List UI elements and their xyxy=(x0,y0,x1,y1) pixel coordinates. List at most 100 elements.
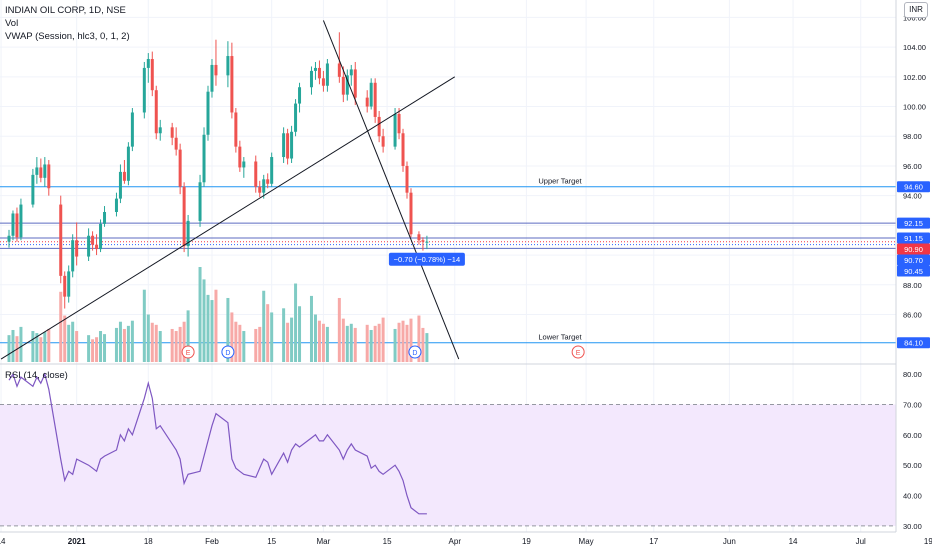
volume-bar xyxy=(7,335,11,362)
candle-body xyxy=(186,220,190,247)
volume-bar xyxy=(409,318,413,362)
event-marker xyxy=(221,345,235,359)
candle-body xyxy=(210,64,214,92)
candle-body xyxy=(230,56,234,113)
candle-body xyxy=(321,78,325,86)
volume-bar xyxy=(345,325,349,362)
candle-body xyxy=(126,146,130,181)
volume-bar xyxy=(210,300,214,362)
candle-body xyxy=(7,235,11,242)
volume-bar xyxy=(377,323,381,362)
trendlines: −0.70 (−0.78%) −14 xyxy=(0,20,465,360)
candle-body xyxy=(317,67,321,79)
rsi-line xyxy=(8,372,427,515)
time-tick-label: Feb xyxy=(205,537,219,546)
volume-bar xyxy=(19,326,23,362)
candle-body xyxy=(71,240,75,272)
candle-body xyxy=(337,63,341,77)
volume-legend: Vol xyxy=(5,18,19,29)
time-tick-label: 14 xyxy=(789,537,798,546)
candle-body xyxy=(63,275,67,297)
volume-bar xyxy=(146,314,150,362)
volume-bar xyxy=(170,328,174,362)
rsi-tick-label: 70.00 xyxy=(903,400,922,409)
candle-body xyxy=(31,174,35,205)
candle-body xyxy=(409,192,413,235)
volume-bar xyxy=(126,325,130,362)
volume-bar xyxy=(47,328,51,362)
rsi-tick-label: 30.00 xyxy=(903,522,922,531)
volume-bar xyxy=(174,331,178,362)
volume-bar xyxy=(349,323,353,362)
volume-bar xyxy=(150,322,154,362)
volume-bar xyxy=(206,294,210,362)
volume-bar xyxy=(397,322,401,362)
candle-body xyxy=(99,223,103,250)
price-tags: 94.60 92.15 91.15 90.90 90.70 90.45 84.10 xyxy=(897,181,930,349)
candle-body xyxy=(377,116,381,137)
volume-bar xyxy=(75,331,79,362)
candle-body xyxy=(67,271,71,297)
volume-bar xyxy=(242,331,246,362)
rsi-tick-label: 50.00 xyxy=(903,461,922,470)
price-tag-last-label: 90.90 xyxy=(904,245,923,254)
level-92-15-tag-label: 92.15 xyxy=(904,219,923,228)
rsi-series xyxy=(8,372,427,515)
level-92-15-tag xyxy=(897,217,930,229)
level-91-15-tag-label: 91.15 xyxy=(904,234,923,243)
time-tick-label: 19 xyxy=(522,537,531,546)
candle-body xyxy=(405,165,409,193)
volume-bar xyxy=(309,295,313,362)
time-tick-label: 14 xyxy=(0,537,6,546)
volume-bar xyxy=(270,312,274,362)
candle-body xyxy=(103,211,107,224)
rsi-legend: RSI (14, close) xyxy=(5,370,68,381)
candle-body xyxy=(393,113,397,147)
volume-bar xyxy=(114,327,118,362)
time-tick-label: 18 xyxy=(144,537,153,546)
candle-body xyxy=(19,204,23,238)
volume-bar xyxy=(393,328,397,362)
time-tick-label: 19 xyxy=(924,537,932,546)
volume-bar xyxy=(178,326,182,362)
measure-label: −0.70 (−0.78%) −14 xyxy=(394,255,461,264)
event-marker-label: D xyxy=(225,350,230,357)
volume-bar xyxy=(262,290,266,362)
candle-body xyxy=(39,167,43,178)
event-marker xyxy=(181,345,195,359)
candle-body xyxy=(353,69,357,98)
candle-body xyxy=(170,127,174,138)
candle-body xyxy=(174,137,178,150)
candle-body xyxy=(373,82,377,117)
candle-body xyxy=(238,146,242,168)
volume-bar xyxy=(286,322,290,362)
price-tag-vwap-label: 90.70 xyxy=(904,256,923,265)
volume-bar xyxy=(182,321,186,362)
volume-bar xyxy=(313,314,317,362)
candle-body xyxy=(202,134,206,183)
level-90-45-tag-label: 90.45 xyxy=(904,267,923,276)
price-tick-label: 96.00 xyxy=(903,162,922,171)
volume-bar xyxy=(230,312,234,362)
rsi-band xyxy=(0,403,896,527)
candle-body xyxy=(182,186,186,247)
rsi-tick-label: 80.00 xyxy=(903,370,922,379)
Lower Target-tag xyxy=(897,337,930,349)
volume-bar xyxy=(71,321,75,362)
volume-bar xyxy=(122,328,126,362)
volume-bar xyxy=(226,297,230,362)
volume-bar xyxy=(202,279,206,362)
candle-body xyxy=(91,235,95,245)
volume-bar xyxy=(186,310,190,362)
candle-body xyxy=(158,127,162,134)
volume-bar xyxy=(254,328,258,362)
time-tick-label: 15 xyxy=(267,537,276,546)
currency-button[interactable]: INR xyxy=(904,2,928,18)
rsi-tick-label: 40.00 xyxy=(903,492,922,501)
volume-bar xyxy=(214,289,218,362)
time-tick-label: Apr xyxy=(449,537,462,546)
candle-body xyxy=(290,131,294,159)
